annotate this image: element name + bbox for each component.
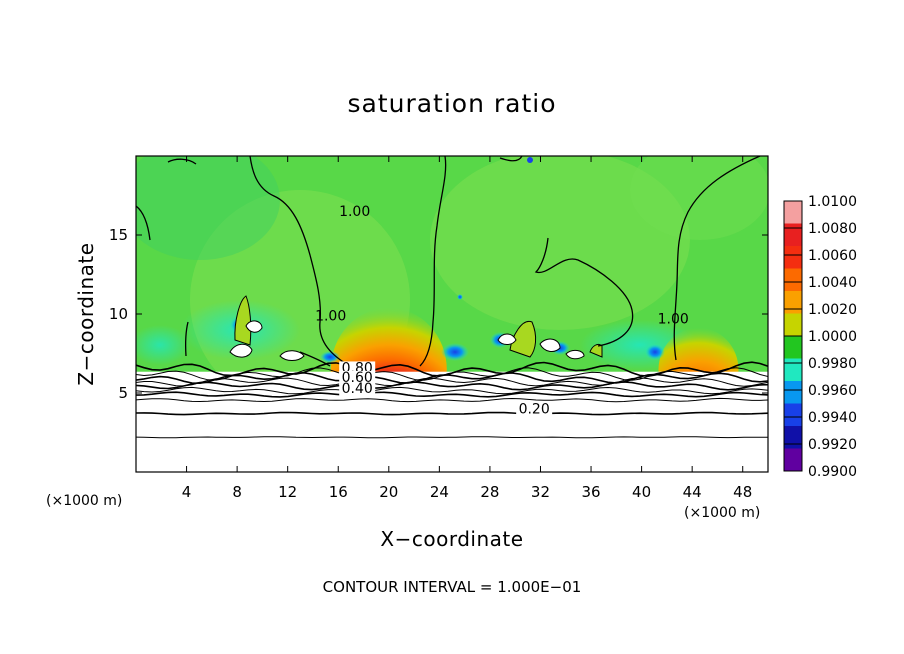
colorbar-segment (784, 448, 802, 472)
x-tick-label: 12 (278, 483, 297, 501)
colorbar-label: 0.9900 (808, 464, 857, 480)
x-tick-label: 48 (733, 483, 752, 501)
contour-label: 1.00 (315, 308, 346, 324)
x-axis-label: X−coordinate (380, 527, 523, 551)
contour-1-00 (499, 156, 523, 162)
colorbar-label: 0.9960 (808, 383, 857, 399)
colorbar-segment (784, 381, 802, 404)
plot-area: 1.001.00 1.000.800.600.400.20 (136, 156, 768, 472)
contour-lines (136, 156, 761, 367)
contour-labels: 1.001.00 1.000.800.600.400.20 (315, 204, 689, 418)
contour-label-bg (339, 370, 376, 385)
contour-line (136, 391, 768, 398)
x-tick-label: 8 (232, 483, 242, 501)
contour-label-bg (339, 382, 376, 396)
contour-label: 1.00 (339, 204, 370, 220)
colorbar-segment (784, 313, 802, 337)
contour-1-00 (534, 237, 634, 347)
colorbar-label: 1.0040 (808, 275, 857, 291)
colorbar-label: 0.9980 (808, 356, 857, 372)
colorbar-segment (784, 291, 802, 314)
contour-interval-note: CONTOUR INTERVAL = 1.000E−01 (323, 578, 582, 596)
contour-line (136, 377, 768, 387)
colorbar-label: 1.0080 (808, 221, 857, 237)
colorbar-segment (784, 426, 802, 449)
contour-line (136, 367, 768, 381)
colorbar-segment (784, 223, 802, 247)
contour-1-00 (184, 321, 189, 357)
colorbar-label: 1.0060 (808, 248, 857, 264)
chart-title: saturation ratio (347, 89, 556, 118)
contour-label: 0.40 (342, 381, 373, 397)
colorbar-segment (784, 403, 802, 427)
contour-label: 0.20 (519, 402, 550, 418)
y-axis: 5 10 15 (109, 226, 768, 402)
colorbar-label: 1.0100 (808, 194, 857, 210)
contour-label: 0.60 (342, 370, 373, 386)
x-tick-label: 36 (581, 483, 600, 501)
colorbar-segment (784, 246, 802, 269)
contour-line (136, 397, 768, 403)
contour-1-00 (299, 351, 331, 367)
white-clouds (229, 320, 585, 361)
contour-label-bg (516, 402, 553, 417)
colorbar-label: 0.9920 (808, 437, 857, 453)
contour-line (136, 386, 768, 395)
colorbar-segment (784, 358, 802, 382)
y-axis-label: Z−coordinate (74, 242, 98, 385)
x-units-left: (×1000 m) (46, 493, 122, 509)
contour-line (136, 371, 768, 385)
contour-1-00 (167, 158, 197, 165)
contour-line (136, 436, 768, 439)
contour-label: 1.00 (658, 311, 689, 327)
y-tick-label: 5 (118, 384, 128, 402)
colorbar-segment (784, 268, 802, 292)
y-tick-label: 10 (109, 305, 128, 323)
lower-contours (136, 361, 768, 439)
contour-1-00 (136, 205, 151, 241)
x-tick-label: 16 (329, 483, 348, 501)
colorbar-segment (784, 201, 802, 224)
x-tick-label: 20 (379, 483, 398, 501)
colorbar-label: 0.9940 (808, 410, 857, 426)
y-tick-label: 15 (109, 226, 128, 244)
x-tick-label: 28 (480, 483, 499, 501)
contour-1-00 (249, 156, 351, 367)
x-units-right: (×1000 m) (684, 505, 760, 521)
x-tick-label: 44 (683, 483, 702, 501)
x-tick-label: 4 (182, 483, 192, 501)
colorbar-segment (784, 336, 802, 359)
x-tick-label: 40 (632, 483, 651, 501)
x-tick-label: 32 (531, 483, 550, 501)
x-axis: 4 8 12 16 20 24 28 32 36 40 44 48 (182, 156, 752, 501)
x-tick-label: 24 (430, 483, 449, 501)
colorbar: 1.0100 1.0080 1.0060 1.0040 1.0020 1.0000 0.99… (783, 194, 857, 480)
contour-1-00 (419, 156, 447, 367)
contour-line (136, 381, 768, 391)
lower-white-region (136, 371, 768, 472)
contour-line (136, 411, 768, 416)
yellow-blobs (234, 295, 603, 358)
colorbar-label: 1.0020 (808, 302, 857, 318)
colorbar-label: 1.0000 (808, 329, 857, 345)
contour-1-00 (673, 156, 761, 361)
